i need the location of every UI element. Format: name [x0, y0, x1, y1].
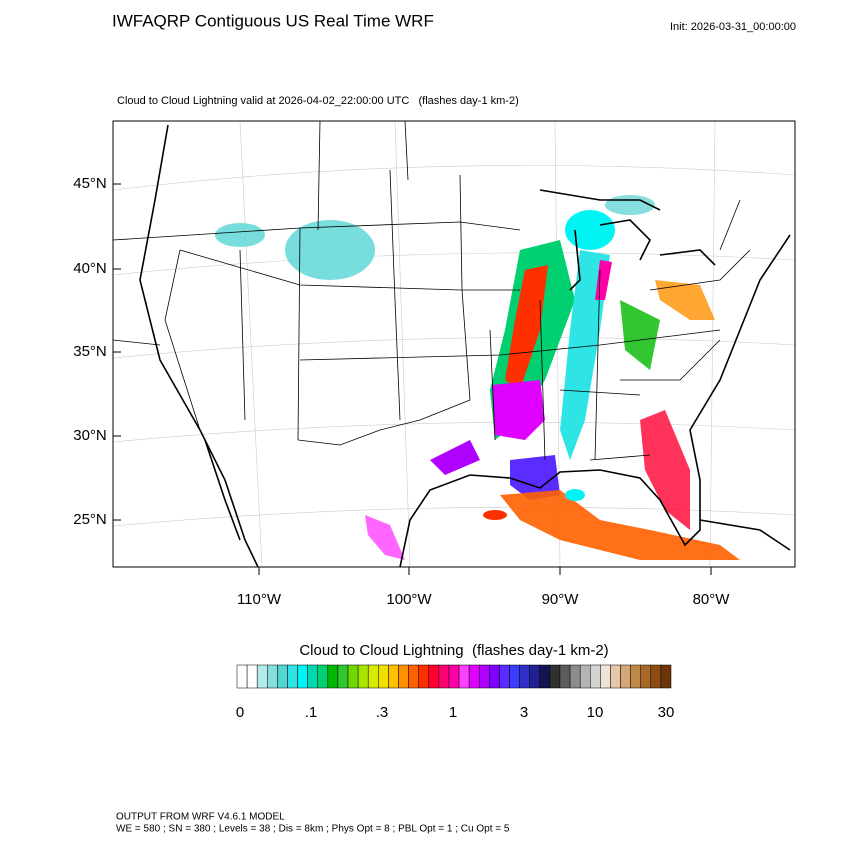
colorbar-box [600, 664, 611, 689]
lat-label: 40°N [73, 260, 107, 277]
colorbar-box [458, 664, 470, 689]
colorbar-box [549, 664, 561, 689]
colorbar-box [640, 664, 652, 689]
colorbar-box [620, 664, 631, 689]
axis-labels: 45°N 40°N 35°N 30°N 25°N 110°W 100°W 90°W 80°W [73, 175, 730, 608]
colorbar-box [428, 664, 440, 689]
subtitle: Cloud to Cloud Lightning valid at 2026-0… [117, 95, 519, 107]
title: IWFAQRP Contiguous US Real Time WRF [112, 11, 434, 30]
colorbar-box [267, 664, 278, 689]
colorbar-box [559, 664, 571, 689]
colorbar-box [468, 664, 480, 689]
colorbar-box [650, 664, 662, 689]
colorbar-box [327, 664, 339, 689]
colorbar-box [347, 664, 359, 689]
colorbar-box [256, 664, 268, 689]
colorbar-label: .1 [305, 704, 318, 721]
colorbar-title: Cloud to Cloud Lightning (flashes day-1 … [299, 642, 608, 659]
colorbar-box [277, 664, 288, 689]
lat-label: 35°N [73, 343, 107, 360]
colorbar-label: 30 [658, 704, 675, 721]
colorbar-label: 3 [520, 704, 528, 721]
lon-label: 80°W [693, 591, 731, 608]
colorbar-box [569, 664, 581, 689]
colorbar-box [398, 664, 409, 689]
graticule [113, 121, 795, 567]
colorbar-box [579, 664, 591, 689]
lat-label: 25°N [73, 511, 107, 528]
colorbar-box [448, 664, 460, 689]
colorbar-box [408, 664, 419, 689]
lat-label: 30°N [73, 427, 107, 444]
lon-label: 90°W [542, 591, 580, 608]
lon-label: 100°W [386, 591, 432, 608]
colorbar-box [367, 664, 379, 689]
colorbar-box [418, 664, 430, 689]
colorbar-box [660, 664, 672, 689]
colorbar-box [499, 664, 510, 689]
colorbar-box [378, 664, 389, 689]
footer-line: WE = 580 ; SN = 380 ; Levels = 38 ; Dis … [116, 824, 510, 835]
colorbar-box [357, 664, 369, 689]
colorbar-box [297, 664, 308, 689]
colorbar-box [287, 664, 298, 689]
map-frame [112, 120, 796, 568]
colorbar-box [478, 664, 490, 689]
colorbar-box [337, 664, 349, 689]
colorbar-box [519, 664, 530, 689]
colorbar-box [630, 664, 641, 689]
colorbar-box [539, 664, 551, 689]
colorbar-box [529, 664, 541, 689]
colorbar-box [317, 664, 329, 689]
footer-line: OUTPUT FROM WRF V4.6.1 MODEL [116, 812, 285, 823]
colorbar-box [509, 664, 520, 689]
coastline [139, 124, 791, 567]
init-time: Init: 2026-03-31_00:00:00 [670, 21, 796, 33]
colorbar-label: .3 [376, 704, 389, 721]
colorbar-box [388, 664, 399, 689]
colorbar-label: 1 [449, 704, 457, 721]
lon-label: 110°W [237, 591, 282, 608]
colorbar-box [236, 664, 248, 689]
lat-label: 45°N [73, 175, 107, 192]
state-boundaries [113, 121, 751, 461]
colorbar-box [610, 664, 621, 689]
colorbar-label: 10 [587, 704, 604, 721]
colorbar-box [307, 664, 318, 689]
colorbar-box [246, 664, 258, 689]
colorbar-box [590, 664, 601, 689]
colorbar: 0 .1 .3 1 3 10 30 [236, 664, 675, 721]
lightning-field [215, 195, 740, 560]
colorbar-box [489, 664, 500, 689]
colorbar-box [438, 664, 450, 689]
colorbar-label: 0 [236, 704, 244, 721]
map: 45°N 40°N 35°N 30°N 25°N 110°W 100°W 90°W 80°W [73, 120, 796, 608]
